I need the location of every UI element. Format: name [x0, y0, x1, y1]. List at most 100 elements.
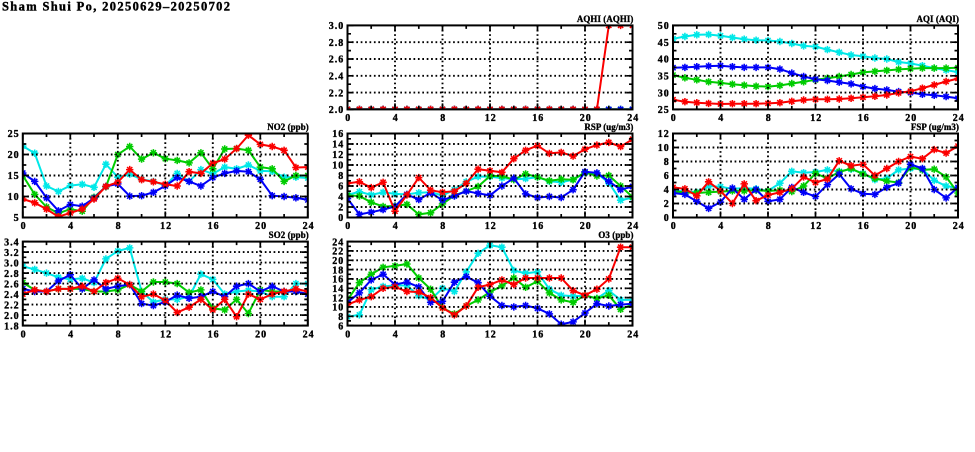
svg-text:20: 20	[905, 113, 917, 124]
svg-text:50: 50	[658, 21, 670, 32]
svg-text:12: 12	[160, 329, 172, 340]
svg-text:35: 35	[658, 72, 670, 83]
svg-text:20: 20	[332, 256, 344, 267]
svg-text:12: 12	[160, 221, 172, 232]
svg-text:24: 24	[627, 329, 639, 340]
svg-text:2: 2	[664, 199, 670, 210]
svg-text:24: 24	[627, 221, 639, 232]
svg-text:2.0: 2.0	[329, 105, 345, 116]
svg-text:NO2 (ppb): NO2 (ppb)	[267, 122, 309, 132]
svg-text:SO2 (ppb): SO2 (ppb)	[269, 230, 309, 240]
svg-text:12: 12	[658, 129, 670, 140]
svg-text:12: 12	[485, 221, 497, 232]
svg-text:4: 4	[338, 192, 344, 203]
svg-text:2.8: 2.8	[4, 269, 20, 280]
svg-text:0: 0	[21, 329, 27, 340]
svg-text:3.0: 3.0	[4, 258, 20, 269]
svg-text:14: 14	[332, 140, 344, 151]
svg-text:AQI (AQI): AQI (AQI)	[916, 14, 959, 24]
svg-text:20: 20	[8, 150, 20, 161]
svg-text:10: 10	[332, 303, 344, 314]
svg-text:12: 12	[810, 221, 822, 232]
svg-text:20: 20	[255, 221, 267, 232]
svg-text:45: 45	[658, 38, 670, 49]
svg-text:15: 15	[8, 171, 20, 182]
svg-text:0: 0	[671, 221, 677, 232]
svg-text:2.6: 2.6	[4, 279, 20, 290]
svg-text:12: 12	[332, 293, 344, 304]
svg-text:30: 30	[658, 88, 670, 99]
svg-text:8: 8	[338, 171, 344, 182]
svg-text:AQHI (AQHI): AQHI (AQHI)	[577, 14, 634, 24]
svg-text:1.8: 1.8	[4, 321, 20, 332]
svg-text:8: 8	[116, 221, 122, 232]
svg-text:4: 4	[718, 113, 724, 124]
svg-text:16: 16	[208, 329, 220, 340]
svg-text:22: 22	[332, 247, 344, 258]
svg-text:0: 0	[338, 213, 344, 224]
svg-text:24: 24	[953, 221, 965, 232]
svg-text:4: 4	[393, 329, 399, 340]
svg-text:8: 8	[440, 329, 446, 340]
svg-text:8: 8	[338, 312, 344, 323]
svg-text:24: 24	[303, 329, 315, 340]
svg-text:8: 8	[766, 113, 772, 124]
svg-text:0: 0	[21, 221, 27, 232]
svg-text:5: 5	[14, 213, 20, 224]
svg-text:24: 24	[332, 237, 344, 248]
svg-text:6: 6	[338, 182, 344, 193]
svg-text:24: 24	[627, 113, 639, 124]
svg-text:Sham Shui Po, 20250629–2025070: Sham Shui Po, 20250629–20250702	[2, 0, 231, 14]
svg-text:24: 24	[953, 113, 965, 124]
svg-text:8: 8	[116, 329, 122, 340]
svg-text:4: 4	[68, 329, 74, 340]
svg-text:4: 4	[393, 221, 399, 232]
svg-text:2.4: 2.4	[329, 72, 345, 83]
svg-text:16: 16	[532, 221, 544, 232]
svg-text:10: 10	[8, 192, 20, 203]
svg-text:0: 0	[664, 213, 670, 224]
svg-text:25: 25	[8, 129, 20, 140]
svg-text:2: 2	[338, 203, 344, 214]
svg-text:25: 25	[658, 105, 670, 116]
svg-text:0: 0	[345, 113, 351, 124]
svg-text:2.2: 2.2	[329, 88, 345, 99]
svg-text:4: 4	[393, 113, 399, 124]
svg-text:40: 40	[658, 55, 670, 66]
svg-text:16: 16	[858, 113, 870, 124]
svg-text:4: 4	[664, 185, 670, 196]
svg-text:2.6: 2.6	[329, 55, 345, 66]
svg-text:0: 0	[345, 329, 351, 340]
svg-text:3.2: 3.2	[4, 248, 20, 259]
svg-text:O3 (ppb): O3 (ppb)	[598, 230, 633, 240]
svg-text:RSP (ug/m3): RSP (ug/m3)	[584, 122, 633, 132]
svg-text:8: 8	[664, 157, 670, 168]
svg-text:20: 20	[580, 113, 592, 124]
svg-text:18: 18	[332, 265, 344, 276]
svg-text:14: 14	[332, 284, 344, 295]
svg-text:20: 20	[580, 329, 592, 340]
svg-text:2.4: 2.4	[4, 290, 20, 301]
svg-text:2.8: 2.8	[329, 38, 345, 49]
svg-text:16: 16	[858, 221, 870, 232]
svg-text:8: 8	[440, 113, 446, 124]
svg-text:10: 10	[332, 161, 344, 172]
svg-text:12: 12	[485, 113, 497, 124]
svg-text:12: 12	[485, 329, 497, 340]
svg-text:16: 16	[332, 275, 344, 286]
svg-text:12: 12	[810, 113, 822, 124]
svg-text:16: 16	[532, 113, 544, 124]
svg-text:2.0: 2.0	[4, 311, 20, 322]
svg-text:16: 16	[208, 221, 220, 232]
svg-text:FSP (ug/m3): FSP (ug/m3)	[911, 122, 959, 132]
svg-text:8: 8	[440, 221, 446, 232]
svg-text:4: 4	[718, 221, 724, 232]
svg-text:0: 0	[345, 221, 351, 232]
svg-text:6: 6	[664, 171, 670, 182]
svg-text:3.4: 3.4	[4, 237, 20, 248]
svg-text:0: 0	[671, 113, 677, 124]
svg-text:16: 16	[332, 129, 344, 140]
svg-text:20: 20	[580, 221, 592, 232]
svg-text:6: 6	[338, 321, 344, 332]
svg-text:3.0: 3.0	[329, 21, 345, 32]
